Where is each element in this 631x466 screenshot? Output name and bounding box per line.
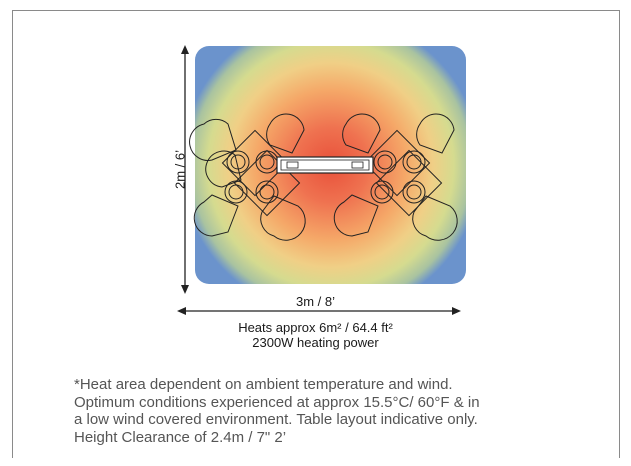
footnote-line: a low wind covered environment. Table la… (74, 411, 478, 428)
chair (416, 113, 455, 154)
table-set-left (189, 113, 306, 241)
footnote: *Heat area dependent on ambient temperat… (74, 376, 594, 446)
stool (402, 180, 426, 204)
chair (193, 194, 239, 237)
width-dimension-arrow (177, 307, 461, 315)
stool (255, 180, 279, 204)
stool (402, 150, 426, 174)
chair (260, 195, 306, 241)
chair (342, 113, 381, 154)
stool (373, 150, 397, 174)
chair (189, 118, 237, 161)
heat-area-label: Heats approx 6m² / 64.4 ft² (238, 320, 393, 335)
table-set-right (333, 113, 458, 241)
stool (226, 150, 250, 174)
chair (266, 113, 305, 154)
stool (224, 180, 248, 204)
height-label: 2m / 6’ (172, 150, 188, 190)
stool (370, 180, 394, 204)
chair (333, 194, 379, 237)
heater-unit (276, 156, 374, 174)
chair (412, 195, 458, 241)
width-label: 3m / 8’ (295, 294, 335, 309)
footnote-line: *Heat area dependent on ambient temperat… (74, 376, 453, 393)
table (375, 149, 443, 217)
footnote-line: Height Clearance of 2.4m / 7" 2’ (74, 428, 287, 446)
height-dimension-arrow (181, 45, 189, 294)
info-panel-frame (12, 10, 620, 458)
heating-power-label: 2300W heating power (252, 335, 379, 350)
footnote-line: Optimum conditions experienced at approx… (74, 393, 480, 411)
